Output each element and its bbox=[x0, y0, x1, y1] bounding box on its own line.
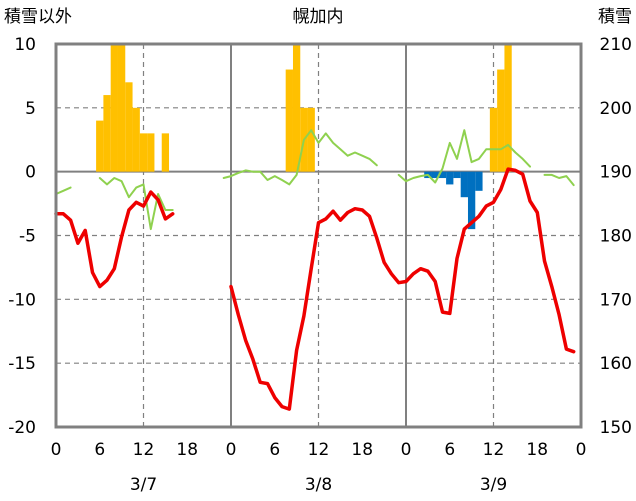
snowfall-bar bbox=[125, 82, 133, 172]
snowfall-bar bbox=[489, 107, 498, 172]
right-tick-label: 200 bbox=[600, 99, 632, 119]
hour-tick-label: 18 bbox=[351, 440, 373, 460]
hour-tick-label: 12 bbox=[483, 440, 505, 460]
right-tick-label: 170 bbox=[600, 290, 632, 310]
left-tick-label: -20 bbox=[8, 418, 36, 438]
right-tick-label: 180 bbox=[600, 227, 632, 247]
hour-tick-label: 0 bbox=[226, 440, 237, 460]
day-label: 3/7 bbox=[130, 475, 157, 495]
hour-tick-label: 12 bbox=[308, 440, 330, 460]
right-axis-title: 積雪 bbox=[598, 7, 632, 27]
left-tick-label: 10 bbox=[14, 35, 36, 55]
snowfall-bar bbox=[307, 107, 315, 172]
day-labels: 3/7 3/8 3/9 bbox=[130, 475, 507, 495]
right-tick-label: 160 bbox=[600, 354, 632, 374]
plot-frame bbox=[54, 42, 583, 429]
left-tick-labels: 10 5 0 -5 -10 -15 -20 bbox=[8, 35, 36, 438]
snowfall-bar bbox=[139, 133, 148, 172]
hour-tick-label: 0 bbox=[401, 440, 412, 460]
left-tick-label: -5 bbox=[19, 227, 36, 247]
snowfall-bar bbox=[96, 120, 104, 172]
left-axis-title: 積雪以外 bbox=[4, 7, 72, 27]
hour-tick-label: 18 bbox=[526, 440, 548, 460]
snowfall-bar bbox=[103, 95, 111, 172]
precip-bar bbox=[431, 171, 439, 179]
left-tick-label: 5 bbox=[25, 99, 36, 119]
temperature-line bbox=[54, 167, 576, 411]
precip-bar bbox=[453, 171, 461, 179]
hour-tick-label: 6 bbox=[94, 440, 105, 460]
precip-bar bbox=[475, 171, 483, 191]
hour-tick-label: 12 bbox=[133, 440, 155, 460]
precip-bar bbox=[438, 171, 447, 179]
snowfall-bar bbox=[285, 69, 293, 172]
hour-tick-labels: 0 6 12 18 0 6 12 18 0 6 12 18 0 bbox=[51, 440, 587, 460]
snowfall-bar bbox=[147, 133, 155, 172]
day-label: 3/8 bbox=[305, 475, 332, 495]
snow-depth-segment bbox=[98, 177, 174, 231]
chart-title: 幌加内 bbox=[293, 7, 344, 27]
hour-tick-label: 6 bbox=[444, 440, 455, 460]
snow-depth-segment bbox=[397, 129, 531, 184]
snowfall-bar bbox=[292, 44, 301, 172]
right-tick-labels: 210 200 190 180 170 160 150 bbox=[600, 35, 632, 438]
snowfall-bar bbox=[117, 44, 126, 172]
hour-tick-label: 18 bbox=[176, 440, 198, 460]
hour-tick-label: 6 bbox=[269, 440, 280, 460]
left-tick-label: -15 bbox=[8, 354, 36, 374]
snowfall-bar bbox=[110, 44, 118, 172]
snowfall-bar bbox=[504, 44, 512, 172]
snow-depth-segment bbox=[55, 186, 72, 195]
snowfall-bar bbox=[161, 133, 170, 172]
precip-bar bbox=[446, 171, 454, 185]
hour-tick-label: 0 bbox=[576, 440, 587, 460]
left-tick-label: -10 bbox=[8, 290, 36, 310]
temperature-segment bbox=[229, 167, 576, 411]
precip-bar bbox=[460, 171, 468, 198]
snow-depth-segment bbox=[222, 129, 378, 186]
day-label: 3/9 bbox=[480, 475, 507, 495]
right-tick-label: 210 bbox=[600, 35, 632, 55]
right-tick-label: 190 bbox=[600, 163, 632, 183]
hour-tick-label: 0 bbox=[51, 440, 62, 460]
right-tick-label: 150 bbox=[600, 418, 632, 438]
temperature-segment bbox=[54, 190, 175, 289]
snowfall-bar bbox=[497, 69, 505, 172]
snow-depth-line bbox=[55, 129, 575, 231]
snowfall-bar bbox=[132, 107, 140, 172]
precip-bar bbox=[467, 171, 476, 230]
snow-depth-segment bbox=[543, 173, 575, 187]
left-tick-label: 0 bbox=[25, 163, 36, 183]
